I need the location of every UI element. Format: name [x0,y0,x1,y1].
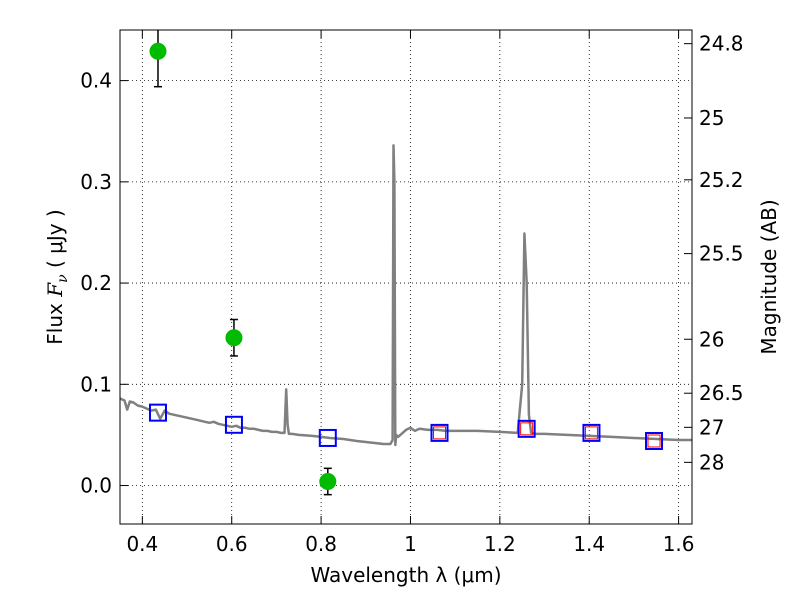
model-photometry-marker [517,419,536,438]
magnitude-tick-label: 26.5 [699,381,744,405]
magnitude-tick-label: 28 [699,450,724,474]
magnitude-tick-label: 24.8 [699,32,744,56]
x-tick-label: 0.6 [216,532,248,556]
x-tick-label: 1 [404,532,417,556]
magnitude-axis-title: Magnitude (AB) [757,199,781,354]
model-photometry-marker [224,415,243,434]
y-tick-label: 0.3 [80,170,112,194]
plot-frame [119,29,693,525]
x-tick-label: 1.2 [484,532,516,556]
magnitude-tick-label: 25.2 [699,168,744,192]
y-axis: 0.0 0.1 0.2 0.3 0.4 [80,69,128,498]
grid [120,30,692,524]
magnitude-tick-label: 25 [699,106,724,130]
model-photometry-inner-marker [584,426,598,440]
model-photometry-marker [430,423,449,442]
x-tick-label: 1.4 [573,532,605,556]
magnitude-tick-label: 25.5 [699,242,744,266]
model-photometry-marker [318,428,337,447]
y-tick-label: 0.1 [80,372,112,396]
model-photometry-marker [582,423,601,442]
observed-photometry-point [225,329,243,347]
model-photometry-inner-marker [520,422,534,436]
spectrum-line [120,144,692,447]
x-axis-title: Wavelength λ (μm) [310,563,501,587]
x-tick-label: 0.4 [126,532,158,556]
y-axis-title: Flux Fν ( μJy ) [43,209,71,344]
x-tick-label: 1.6 [663,532,695,556]
y-tick-label: 0.0 [80,474,112,498]
model-photometry-inner-marker [647,434,661,448]
x-axis: 0.4 0.6 0.8 1 1.2 1.4 1.6 [126,30,695,556]
y-tick-label: 0.2 [80,271,112,295]
y-tick-label: 0.4 [80,69,112,93]
magnitude-axis: 24.8 25 25.2 25.5 26 26.5 27 28 [684,32,744,474]
observed-photometry-point [149,42,167,60]
model-photometry-marker [148,403,167,422]
x-tick-label: 0.8 [305,532,337,556]
magnitude-tick-label: 27 [699,415,724,439]
model-photometry-inner-marker [433,426,447,440]
model-photometry-marker [645,431,664,450]
observed-photometry-point [319,472,337,490]
magnitude-tick-label: 26 [699,327,724,351]
plot-data [120,30,692,496]
